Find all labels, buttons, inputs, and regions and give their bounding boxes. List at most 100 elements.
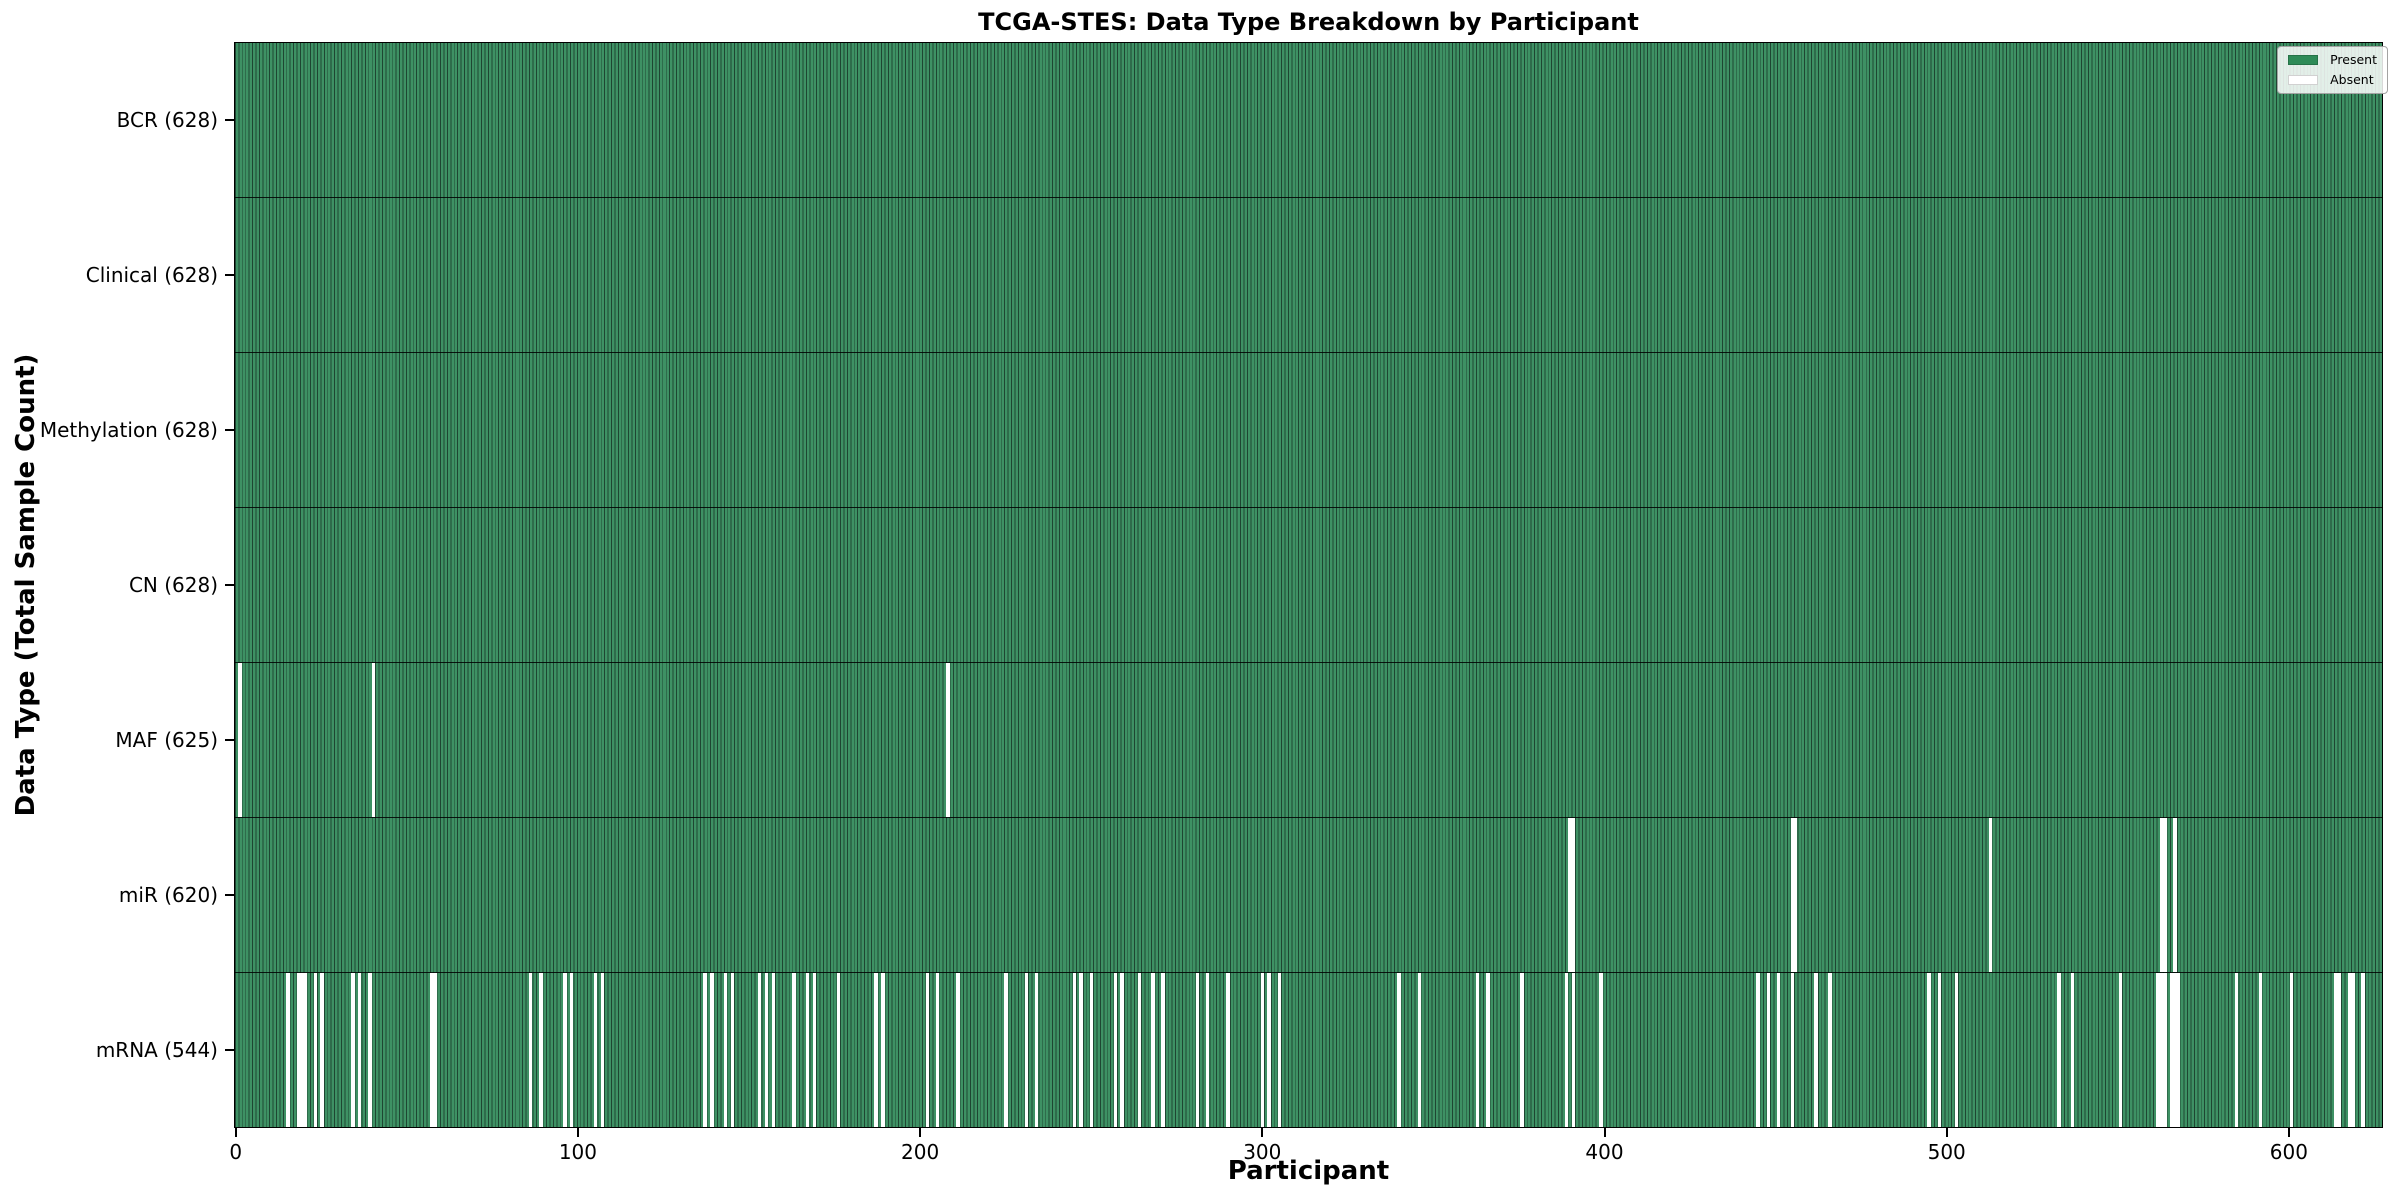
- absent-gap: [956, 973, 960, 1127]
- absent-gap: [1793, 818, 1798, 972]
- absent-gap: [433, 973, 437, 1127]
- absent-gap: [925, 973, 930, 1127]
- absent-gap: [368, 973, 372, 1127]
- absent-gap: [238, 663, 242, 817]
- x-tick-mark: [1945, 1128, 1948, 1137]
- present-swatch-icon: [2288, 55, 2319, 66]
- absent-gap: [1790, 973, 1794, 1127]
- legend-label-absent: Absent: [2330, 71, 2374, 87]
- absent-gap: [1113, 973, 1118, 1127]
- absent-gap: [2258, 973, 2263, 1127]
- legend-label-present: Present: [2330, 52, 2377, 67]
- absent-gap: [2337, 973, 2341, 1127]
- absent-gap: [730, 973, 735, 1127]
- absent-gap: [1568, 818, 1572, 972]
- row-bcr: [235, 43, 2382, 198]
- absent-gap: [1151, 973, 1155, 1127]
- absent-swatch-icon: [2288, 74, 2319, 85]
- absent-gap: [881, 973, 885, 1127]
- absent-gap: [2156, 973, 2160, 1127]
- x-tick-label-100: 100: [558, 1140, 597, 1164]
- y-tick-label-maf: MAF (625): [115, 728, 218, 753]
- x-tick-mark: [1261, 1128, 1264, 1137]
- absent-gap: [836, 973, 841, 1127]
- absent-gap: [1828, 973, 1832, 1127]
- absent-gap: [299, 973, 304, 1127]
- y-tick-label-clinical: Clinical (628): [85, 262, 218, 287]
- absent-gap: [1260, 973, 1265, 1127]
- row-methylation: [235, 353, 2382, 508]
- x-tick-label-300: 300: [1243, 1140, 1282, 1164]
- absent-gap: [371, 663, 376, 817]
- absent-gap: [758, 973, 762, 1127]
- absent-gap: [703, 973, 707, 1127]
- absent-gap: [1520, 973, 1524, 1127]
- y-tick-label-mir: miR (620): [118, 883, 218, 908]
- absent-gap: [351, 973, 355, 1127]
- y-tick-mark: [225, 118, 234, 121]
- absent-gap: [1476, 973, 1480, 1127]
- absent-gap: [946, 663, 950, 817]
- absent-gap: [593, 973, 598, 1127]
- absent-gap: [286, 973, 290, 1127]
- x-tick-mark: [234, 1128, 237, 1137]
- absent-gap: [1195, 973, 1200, 1127]
- x-tick-mark: [1603, 1128, 1606, 1137]
- absent-gap: [1954, 973, 1959, 1127]
- absent-gap: [1766, 973, 1771, 1127]
- absent-gap: [296, 973, 300, 1127]
- x-axis-label: Participant: [1227, 1156, 1390, 1186]
- y-tick-label-bcr: BCR (628): [116, 107, 218, 132]
- absent-gap: [2334, 973, 2338, 1127]
- absent-gap: [303, 973, 307, 1127]
- absent-gap: [320, 973, 324, 1127]
- chart-title: TCGA-STES: Data Type Breakdown by Partic…: [978, 8, 1639, 36]
- absent-gap: [429, 973, 434, 1127]
- absent-gap: [358, 973, 362, 1127]
- absent-gap: [529, 973, 533, 1127]
- absent-gap: [570, 973, 574, 1127]
- y-axis-ticks: BCR (628) Clinical (628) Methylation (628)…: [0, 42, 234, 1128]
- x-tick-mark: [919, 1128, 922, 1137]
- y-tick-mark: [225, 428, 234, 431]
- absent-gap: [812, 973, 817, 1127]
- absent-gap: [1205, 973, 1210, 1127]
- absent-gap: [539, 973, 543, 1127]
- absent-gap: [1089, 973, 1094, 1127]
- legend-item-present: Present: [2288, 52, 2377, 67]
- absent-gap: [1072, 973, 1077, 1127]
- row-maf: [235, 663, 2382, 818]
- absent-gap: [1571, 818, 1576, 972]
- absent-gap: [1571, 973, 1576, 1127]
- x-tick-label-500: 500: [1927, 1140, 1966, 1164]
- absent-gap: [2173, 973, 2177, 1127]
- absent-gap: [764, 973, 769, 1127]
- absent-gap: [1004, 973, 1008, 1127]
- absent-gap: [2289, 973, 2294, 1127]
- absent-gap: [1417, 973, 1422, 1127]
- x-tick-label-600: 600: [2269, 1140, 2308, 1164]
- absent-gap: [1756, 973, 1760, 1127]
- absent-gap: [1988, 818, 1993, 972]
- absent-gap: [2159, 818, 2164, 972]
- absent-gap: [723, 973, 728, 1127]
- absent-gap: [2057, 973, 2061, 1127]
- y-tick-label-cn: CN (628): [128, 573, 218, 597]
- absent-gap: [1120, 973, 1124, 1127]
- absent-gap: [1397, 973, 1401, 1127]
- absent-gap: [1564, 973, 1569, 1127]
- absent-gap: [1034, 973, 1039, 1127]
- absent-gap: [771, 973, 776, 1127]
- absent-gap: [1814, 973, 1818, 1127]
- legend: Present Absent: [2277, 46, 2388, 94]
- x-tick-mark: [2287, 1128, 2290, 1137]
- absent-gap: [1599, 973, 1603, 1127]
- y-tick-mark: [225, 273, 234, 276]
- absent-gap: [1079, 973, 1083, 1127]
- x-tick-label-400: 400: [1585, 1140, 1624, 1164]
- absent-gap: [1486, 973, 1490, 1127]
- absent-gap: [313, 973, 318, 1127]
- absent-gap: [2347, 973, 2352, 1127]
- absent-gap: [1267, 973, 1271, 1127]
